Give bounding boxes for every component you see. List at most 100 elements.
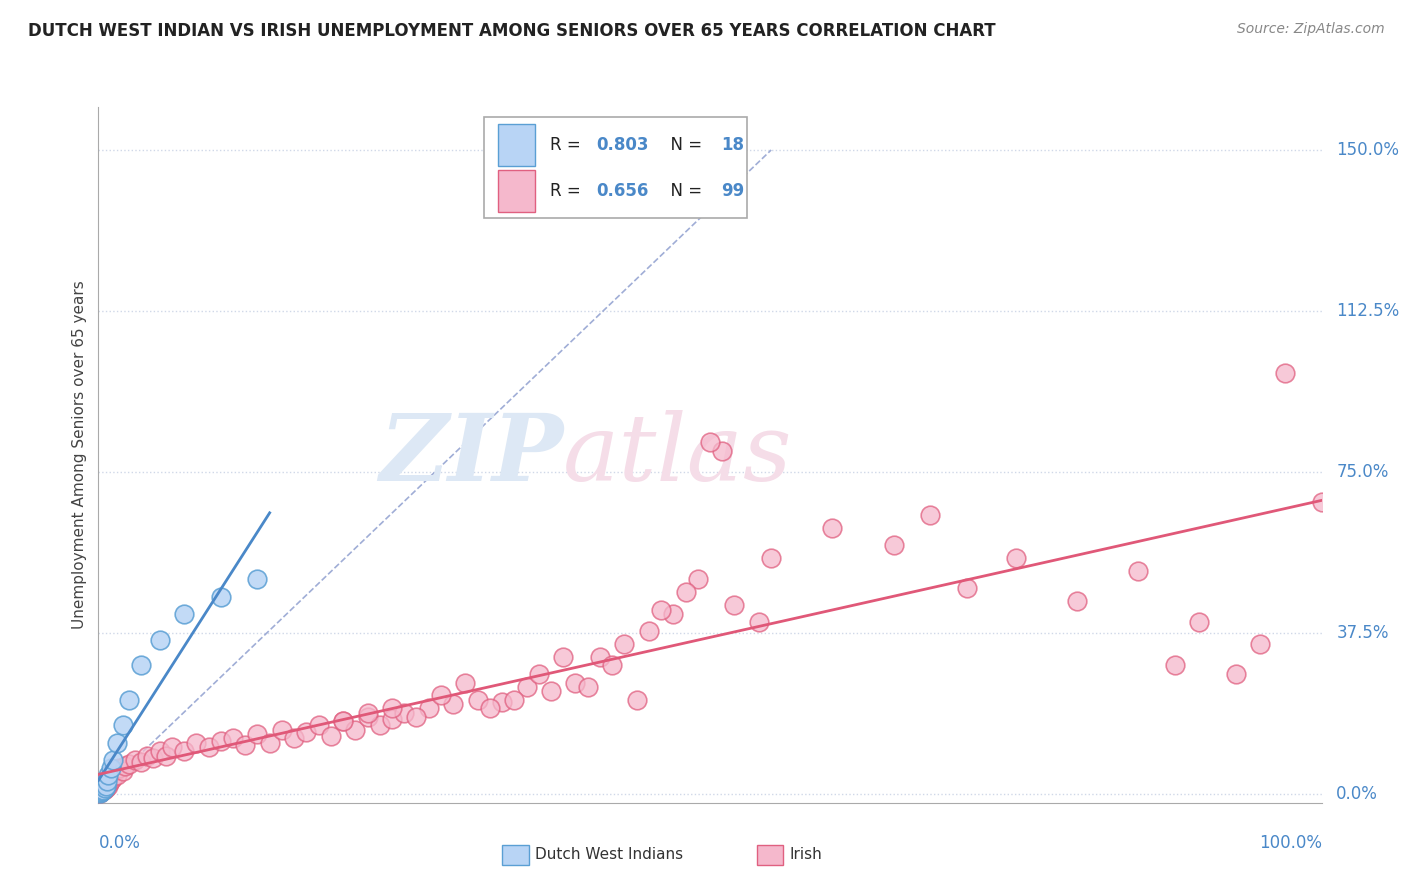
Point bbox=[356, 710, 378, 724]
Text: 0.803: 0.803 bbox=[596, 136, 648, 153]
Point bbox=[197, 739, 219, 754]
Point bbox=[186, 736, 208, 750]
Point bbox=[662, 607, 685, 621]
Point bbox=[1066, 594, 1088, 608]
Text: R =: R = bbox=[550, 136, 586, 153]
Point bbox=[94, 774, 117, 789]
Point bbox=[723, 599, 745, 613]
Point bbox=[136, 748, 159, 763]
Point bbox=[173, 744, 195, 758]
Point bbox=[246, 727, 269, 741]
Point bbox=[637, 624, 661, 638]
Point bbox=[111, 764, 134, 778]
Text: atlas: atlas bbox=[564, 410, 793, 500]
Point bbox=[467, 692, 489, 706]
Point bbox=[118, 757, 141, 772]
Point bbox=[246, 573, 269, 587]
Point bbox=[160, 739, 183, 754]
Point bbox=[527, 667, 550, 681]
Point bbox=[101, 753, 124, 767]
Point bbox=[98, 768, 121, 782]
Point bbox=[650, 602, 672, 616]
Point bbox=[94, 782, 117, 797]
Point bbox=[589, 649, 612, 664]
Point bbox=[956, 581, 979, 595]
Point bbox=[96, 774, 118, 789]
Point bbox=[686, 573, 709, 587]
Point bbox=[94, 779, 117, 793]
Text: 18: 18 bbox=[721, 136, 744, 153]
Point bbox=[118, 692, 141, 706]
Point bbox=[97, 768, 120, 782]
Text: R =: R = bbox=[550, 182, 586, 200]
Point bbox=[101, 770, 124, 784]
Point bbox=[105, 736, 128, 750]
Point bbox=[91, 779, 114, 793]
Point bbox=[1128, 564, 1150, 578]
Point bbox=[430, 689, 453, 703]
Point bbox=[1250, 637, 1272, 651]
Point bbox=[97, 779, 120, 793]
Point bbox=[711, 443, 734, 458]
Point bbox=[283, 731, 305, 746]
Point bbox=[381, 712, 404, 726]
Point bbox=[114, 759, 136, 773]
Point bbox=[101, 772, 124, 787]
Point bbox=[600, 658, 623, 673]
Point bbox=[1188, 615, 1211, 630]
Point bbox=[319, 729, 342, 743]
Point bbox=[613, 637, 636, 651]
Text: N =: N = bbox=[659, 136, 707, 153]
Point bbox=[332, 714, 354, 729]
Point bbox=[381, 701, 404, 715]
Point bbox=[96, 772, 118, 787]
Point bbox=[97, 770, 120, 784]
Point bbox=[920, 508, 942, 522]
Point bbox=[105, 768, 128, 782]
Point bbox=[626, 692, 648, 706]
Text: 0.0%: 0.0% bbox=[1336, 785, 1378, 803]
Text: N =: N = bbox=[659, 182, 707, 200]
Point bbox=[761, 551, 783, 566]
Text: 37.5%: 37.5% bbox=[1336, 624, 1389, 642]
Point bbox=[308, 718, 330, 732]
Point bbox=[149, 632, 172, 647]
Point bbox=[173, 607, 195, 621]
Point bbox=[418, 701, 440, 715]
Point bbox=[553, 649, 575, 664]
Point bbox=[540, 684, 562, 698]
Point bbox=[89, 786, 111, 800]
Text: Source: ZipAtlas.com: Source: ZipAtlas.com bbox=[1237, 22, 1385, 37]
Text: 100.0%: 100.0% bbox=[1258, 834, 1322, 852]
Text: Dutch West Indians: Dutch West Indians bbox=[536, 847, 683, 863]
Point bbox=[1274, 367, 1296, 381]
Point bbox=[1004, 551, 1026, 566]
Bar bbox=[756, 845, 783, 865]
Text: 99: 99 bbox=[721, 182, 744, 200]
Point bbox=[405, 710, 427, 724]
Point bbox=[332, 714, 354, 729]
Point bbox=[91, 783, 114, 797]
Point bbox=[93, 776, 115, 790]
Point bbox=[368, 718, 391, 732]
Point bbox=[1225, 667, 1247, 681]
Text: Irish: Irish bbox=[790, 847, 823, 863]
Point bbox=[93, 780, 115, 795]
Point bbox=[209, 733, 232, 747]
Point bbox=[821, 521, 844, 535]
Point bbox=[392, 706, 416, 720]
Point bbox=[454, 675, 477, 690]
Point bbox=[90, 785, 112, 799]
Point bbox=[129, 755, 152, 769]
Text: ZIP: ZIP bbox=[380, 410, 564, 500]
Point bbox=[108, 761, 131, 775]
Point bbox=[699, 435, 721, 450]
Bar bbox=[498, 124, 536, 166]
Y-axis label: Unemployment Among Seniors over 65 years: Unemployment Among Seniors over 65 years bbox=[72, 281, 87, 629]
Point bbox=[142, 750, 165, 764]
Point bbox=[748, 615, 770, 630]
Point bbox=[344, 723, 367, 737]
Point bbox=[124, 753, 146, 767]
Point bbox=[516, 680, 538, 694]
Point bbox=[129, 658, 152, 673]
